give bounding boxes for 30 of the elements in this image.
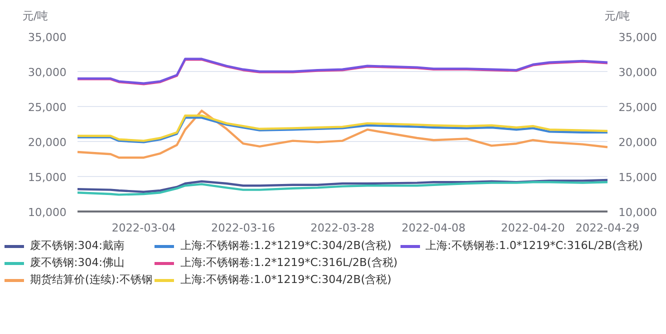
x-tick-label: 2022-04-08 (402, 222, 466, 234)
y-tick-label: 25,000 (28, 101, 67, 114)
y2-tick-label: 30,000 (618, 66, 657, 79)
y2-tick-label: 25,000 (618, 101, 657, 114)
legend-label: 废不锈钢:304:戴南 (30, 238, 124, 253)
y2-tick-label: 35,000 (618, 31, 657, 44)
y-tick-label: 20,000 (28, 136, 67, 149)
y2-tick-label: 20,000 (618, 136, 657, 149)
line-series (78, 110, 608, 159)
x-tick-label: 2022-04-29 (576, 222, 640, 234)
y-tick-label: 10,000 (28, 206, 67, 219)
y2-tick-label: 10,000 (618, 206, 657, 219)
legend-label: 上海:不锈钢卷:1.2*1219*C:316L/2B(含税) (180, 255, 398, 270)
y-tick-label: 15,000 (28, 171, 67, 184)
legend-label: 上海:不锈钢卷:1.0*1219*C:316L/2B(含税) (426, 238, 643, 253)
y-tick-label: 35,000 (28, 31, 67, 44)
line-series (78, 178, 608, 193)
legend-label: 上海:不锈钢卷:1.2*1219*C:304/2B(含税) (180, 238, 392, 253)
legend-label: 废不锈钢:304:佛山 (30, 255, 124, 270)
x-tick-label: 2022-04-20 (501, 222, 565, 234)
y2-tick-label: 15,000 (618, 171, 657, 184)
x-tick-label: 2022-03-16 (211, 222, 276, 234)
x-tick-label: 2022-03-04 (112, 222, 176, 234)
x-tick-label: 2022-03-28 (310, 222, 374, 234)
line-series (78, 181, 608, 196)
y-tick-label: 30,000 (28, 66, 67, 79)
legend-label: 上海:不锈钢卷:1.0*1219*C:304/2B(含税) (180, 272, 392, 287)
legend-label: 期货结算价(连续):不锈钢 (30, 272, 152, 287)
y2-axis-title: 元/吨 (604, 10, 630, 22)
y-axis-title: 元/吨 (22, 10, 48, 22)
